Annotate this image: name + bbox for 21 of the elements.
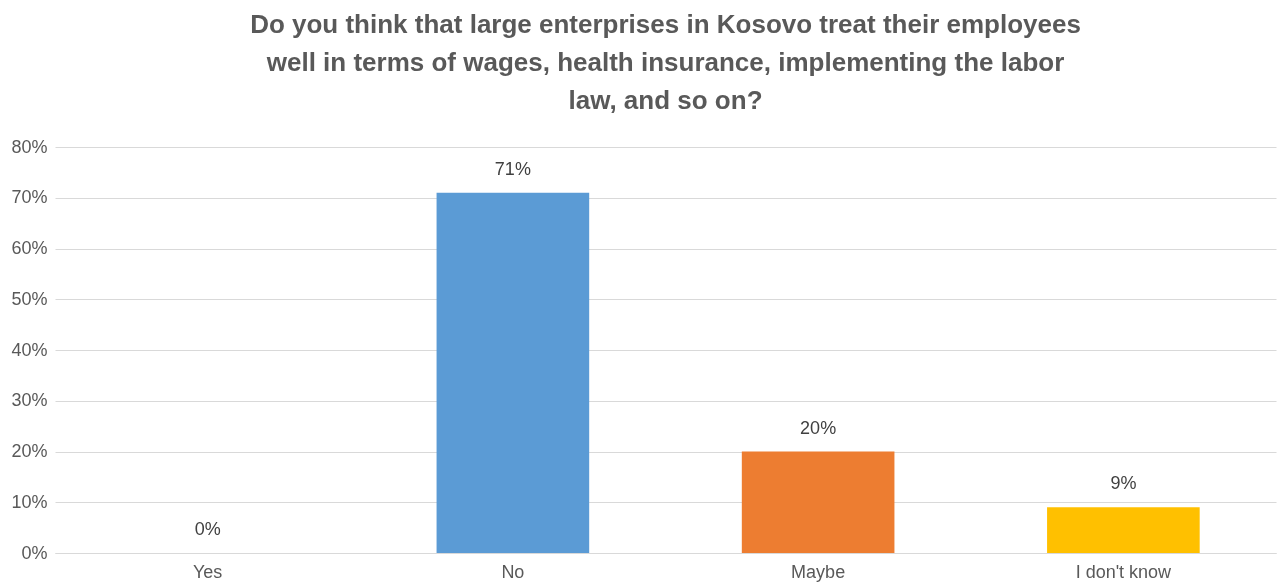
data-label: 0% bbox=[194, 519, 221, 539]
y-tick-label: 40% bbox=[11, 339, 48, 360]
data-label: 20% bbox=[800, 417, 837, 438]
x-tick-label: I don't know bbox=[1075, 561, 1173, 582]
data-label: 71% bbox=[494, 158, 531, 179]
y-tick-label: 0% bbox=[21, 542, 48, 563]
y-tick-label: 80% bbox=[11, 136, 48, 157]
chart-title: Do you think that large enterprises in Kosovo treat their employees well in terms of wages, health insurance, implementing the labor law, and so on? bbox=[250, 9, 1081, 115]
y-tick-label: 20% bbox=[11, 441, 48, 461]
bar bbox=[436, 192, 590, 553]
bar bbox=[1047, 507, 1200, 553]
y-tick-label: 60% bbox=[11, 238, 48, 258]
x-tick-label: Maybe bbox=[791, 561, 846, 582]
x-tick-label: No bbox=[501, 561, 525, 582]
y-tick-label: 50% bbox=[11, 288, 48, 309]
x-tick-label: Yes bbox=[192, 561, 223, 582]
bar bbox=[741, 451, 895, 553]
y-tick-label: 10% bbox=[11, 491, 48, 512]
y-tick-label: 70% bbox=[11, 187, 48, 208]
data-label: 9% bbox=[1110, 473, 1137, 494]
y-tick-label: 30% bbox=[11, 390, 48, 411]
